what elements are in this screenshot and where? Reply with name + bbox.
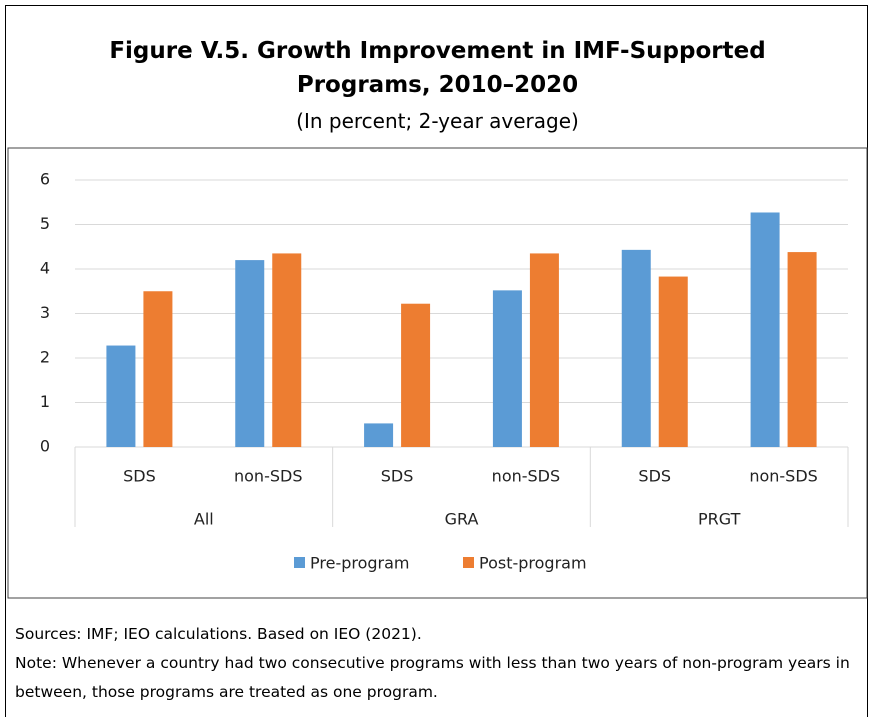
x-tick-label: non-SDS	[749, 467, 817, 486]
chart-subtitle: (In percent; 2-year average)	[296, 109, 579, 133]
chart-title: Figure V.5. Growth Improvement in IMF-Su…	[109, 38, 766, 98]
bar	[658, 276, 688, 447]
legend-swatch	[463, 557, 474, 568]
y-tick-label: 2	[40, 348, 50, 367]
bar	[401, 303, 431, 447]
y-tick-label: 4	[40, 259, 50, 278]
bar	[364, 423, 394, 447]
group-label: PRGT	[698, 510, 741, 529]
x-tick-label: non-SDS	[492, 467, 560, 486]
bar	[787, 252, 817, 447]
bar	[272, 253, 302, 447]
sources: Sources: IMF; IEO calculations. Based on…	[15, 625, 422, 643]
bar	[143, 291, 173, 447]
legend-label: Post-program	[479, 554, 587, 573]
y-tick-label: 1	[40, 392, 50, 411]
legend-swatch	[294, 557, 305, 568]
chart-box	[7, 147, 868, 599]
x-tick-label: SDS	[638, 467, 671, 486]
bar	[621, 249, 651, 447]
y-tick-label: 6	[40, 170, 50, 189]
y-tick-label: 0	[40, 437, 50, 456]
group-label: GRA	[445, 510, 479, 529]
x-tick-label: non-SDS	[234, 467, 302, 486]
bar	[492, 290, 522, 447]
y-tick-label: 5	[40, 214, 50, 233]
x-tick-label: SDS	[123, 467, 156, 486]
bar	[529, 253, 559, 447]
group-label: All	[194, 510, 214, 529]
x-tick-label: SDS	[381, 467, 414, 486]
bar	[106, 345, 136, 447]
note: Note: Whenever a country had two consecu…	[15, 654, 850, 701]
y-tick-label: 3	[40, 303, 50, 322]
bar	[750, 212, 780, 447]
bar	[235, 260, 265, 447]
legend-label: Pre-program	[310, 554, 410, 573]
notes: Sources: IMF; IEO calculations. Based on…	[15, 620, 860, 707]
